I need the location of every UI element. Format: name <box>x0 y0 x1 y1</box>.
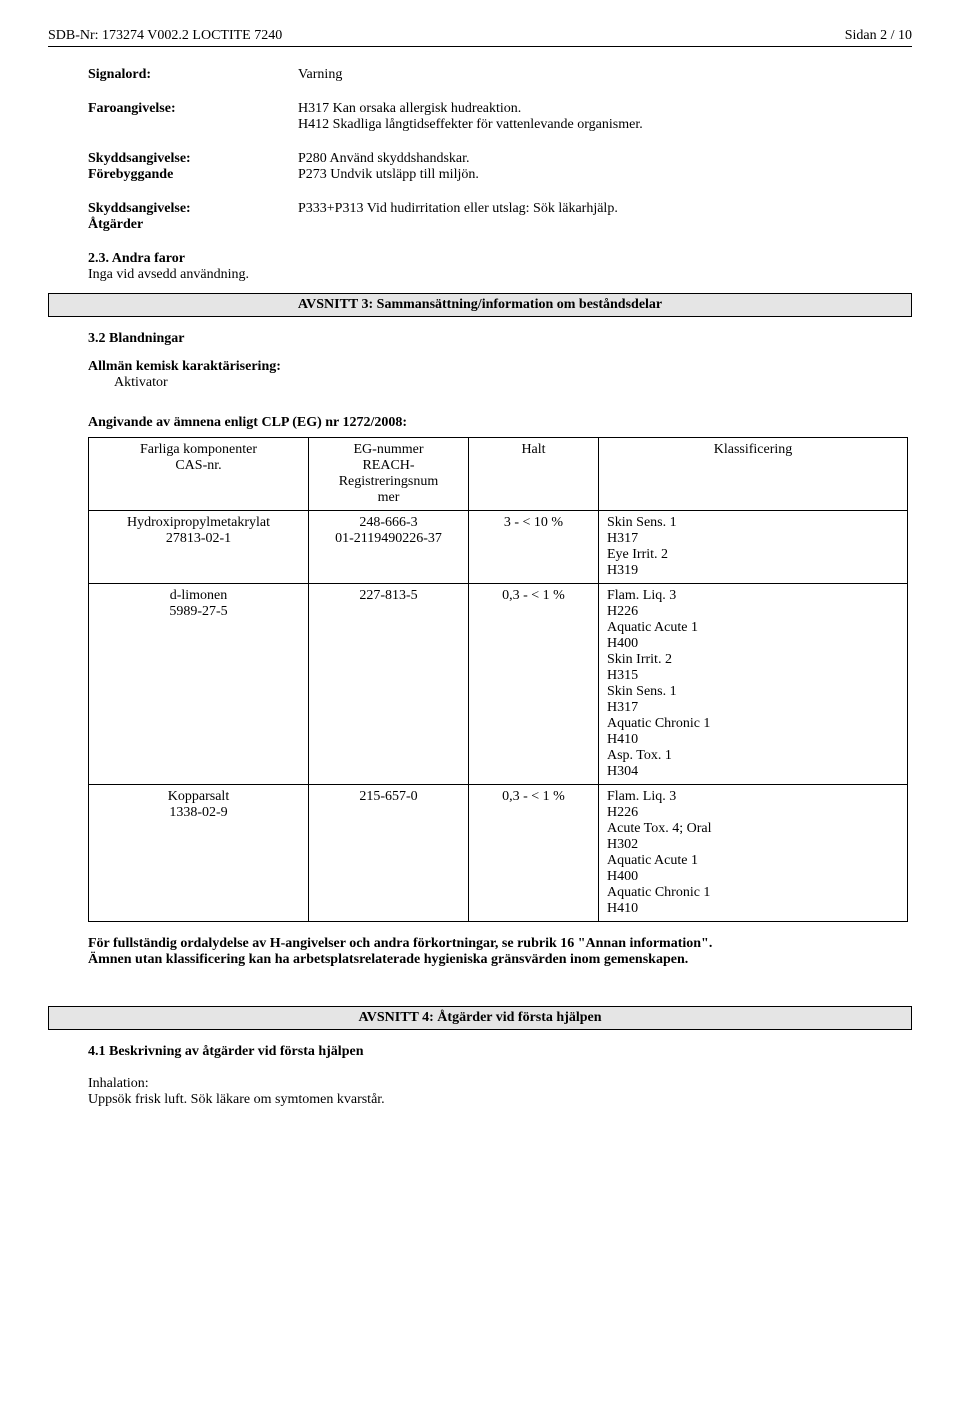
cell-halt: 3 - < 10 % <box>469 511 599 584</box>
th-line: mer <box>317 490 460 506</box>
th-line: EG-nummer <box>317 442 460 458</box>
cell-halt: 0,3 - < 1 % <box>469 785 599 922</box>
page: SDB-Nr: 173274 V002.2 LOCTITE 7240 Sidan… <box>0 0 960 1148</box>
col-header-class: Klassificering <box>599 438 908 511</box>
precaution-label-line: Skyddsangivelse: <box>88 201 298 217</box>
signal-value: Varning <box>298 67 912 83</box>
precaution-label-line: Skyddsangivelse: <box>88 151 298 167</box>
hazard-line: H317 Kan orsaka allergisk hudreaktion. <box>298 101 912 117</box>
hazard-label: Faroangivelse: <box>88 101 298 133</box>
cell-component: d-limonen5989-27-5 <box>89 584 309 785</box>
precaution-response-block: Skyddsangivelse: Åtgärder P333+P313 Vid … <box>88 201 912 233</box>
cell-eg: 215-657-0 <box>309 785 469 922</box>
table-row: Hydroxipropylmetakrylat27813-02-1248-666… <box>89 511 908 584</box>
other-hazards-title: 2.3. Andra faror <box>88 251 912 267</box>
hazard-line: H412 Skadliga långtidseffekter för vatte… <box>298 117 912 133</box>
precaution-response-label: Skyddsangivelse: Åtgärder <box>88 201 298 233</box>
precaution-prevent-values: P280 Använd skyddshandskar. P273 Undvik … <box>298 151 912 183</box>
footnote-1: För fullständig ordalydelse av H-angivel… <box>88 936 912 952</box>
cell-classification: Flam. Liq. 3H226Aquatic Acute 1H400Skin … <box>599 584 908 785</box>
table-row: Kopparsalt1338-02-9215-657-00,3 - < 1 %F… <box>89 785 908 922</box>
header-left: SDB-Nr: 173274 V002.2 LOCTITE 7240 <box>48 28 282 44</box>
precaution-response-value: P333+P313 Vid hudirritation eller utslag… <box>298 201 912 233</box>
precaution-label-line: Åtgärder <box>88 217 298 233</box>
chem-label: Allmän kemisk karaktärisering: <box>88 359 912 375</box>
col-header-halt: Halt <box>469 438 599 511</box>
col-header-eg: EG-nummer REACH- Registreringsnum mer <box>309 438 469 511</box>
precaution-line: P273 Undvik utsläpp till miljön. <box>298 167 912 183</box>
th-line: CAS-nr. <box>97 458 300 474</box>
cell-eg: 227-813-5 <box>309 584 469 785</box>
section4-sub: 4.1 Beskrivning av åtgärder vid första h… <box>88 1044 912 1060</box>
th-line: Registreringsnum <box>317 474 460 490</box>
section3-bar: AVSNITT 3: Sammansättning/information om… <box>48 293 912 317</box>
signal-label: Signalord: <box>88 67 298 83</box>
table-row: d-limonen5989-27-5227-813-50,3 - < 1 %Fl… <box>89 584 908 785</box>
cell-component: Kopparsalt1338-02-9 <box>89 785 309 922</box>
section3-body: 3.2 Blandningar Allmän kemisk karaktäris… <box>88 331 912 431</box>
cell-classification: Skin Sens. 1H317Eye Irrit. 2H319 <box>599 511 908 584</box>
other-hazards-block: 2.3. Andra faror Inga vid avsedd användn… <box>88 251 912 283</box>
header-rule <box>48 46 912 47</box>
inhalation-text: Uppsök frisk luft. Sök läkare om symtome… <box>88 1092 912 1108</box>
th-line: REACH- <box>317 458 460 474</box>
signal-block: Signalord: Varning <box>88 67 912 83</box>
page-header: SDB-Nr: 173274 V002.2 LOCTITE 7240 Sidan… <box>48 28 912 44</box>
precaution-line: P280 Använd skyddshandskar. <box>298 151 912 167</box>
components-table: Farliga komponenter CAS-nr. EG-nummer RE… <box>88 437 908 922</box>
footnote-2: Ämnen utan klassificering kan ha arbetsp… <box>88 952 912 968</box>
hazard-values: H317 Kan orsaka allergisk hudreaktion. H… <box>298 101 912 133</box>
inhalation-label: Inhalation: <box>88 1076 912 1092</box>
section4-body: 4.1 Beskrivning av åtgärder vid första h… <box>88 1044 912 1108</box>
cell-halt: 0,3 - < 1 % <box>469 584 599 785</box>
cell-classification: Flam. Liq. 3H226Acute Tox. 4; OralH302Aq… <box>599 785 908 922</box>
section4-bar: AVSNITT 4: Åtgärder vid första hjälpen <box>48 1006 912 1030</box>
cell-eg: 248-666-301-2119490226-37 <box>309 511 469 584</box>
header-right: Sidan 2 / 10 <box>845 28 912 44</box>
th-line: Farliga komponenter <box>97 442 300 458</box>
precaution-prevent-block: Skyddsangivelse: Förebyggande P280 Använ… <box>88 151 912 183</box>
cell-component: Hydroxipropylmetakrylat27813-02-1 <box>89 511 309 584</box>
chem-value: Aktivator <box>114 375 912 391</box>
clp-title: Angivande av ämnena enligt CLP (EG) nr 1… <box>88 415 912 431</box>
col-header-component: Farliga komponenter CAS-nr. <box>89 438 309 511</box>
hazard-block: Faroangivelse: H317 Kan orsaka allergisk… <box>88 101 912 133</box>
precaution-prevent-label: Skyddsangivelse: Förebyggande <box>88 151 298 183</box>
table-header-row: Farliga komponenter CAS-nr. EG-nummer RE… <box>89 438 908 511</box>
mix-title: 3.2 Blandningar <box>88 331 912 347</box>
other-hazards-text: Inga vid avsedd användning. <box>88 267 912 283</box>
precaution-label-line: Förebyggande <box>88 167 298 183</box>
